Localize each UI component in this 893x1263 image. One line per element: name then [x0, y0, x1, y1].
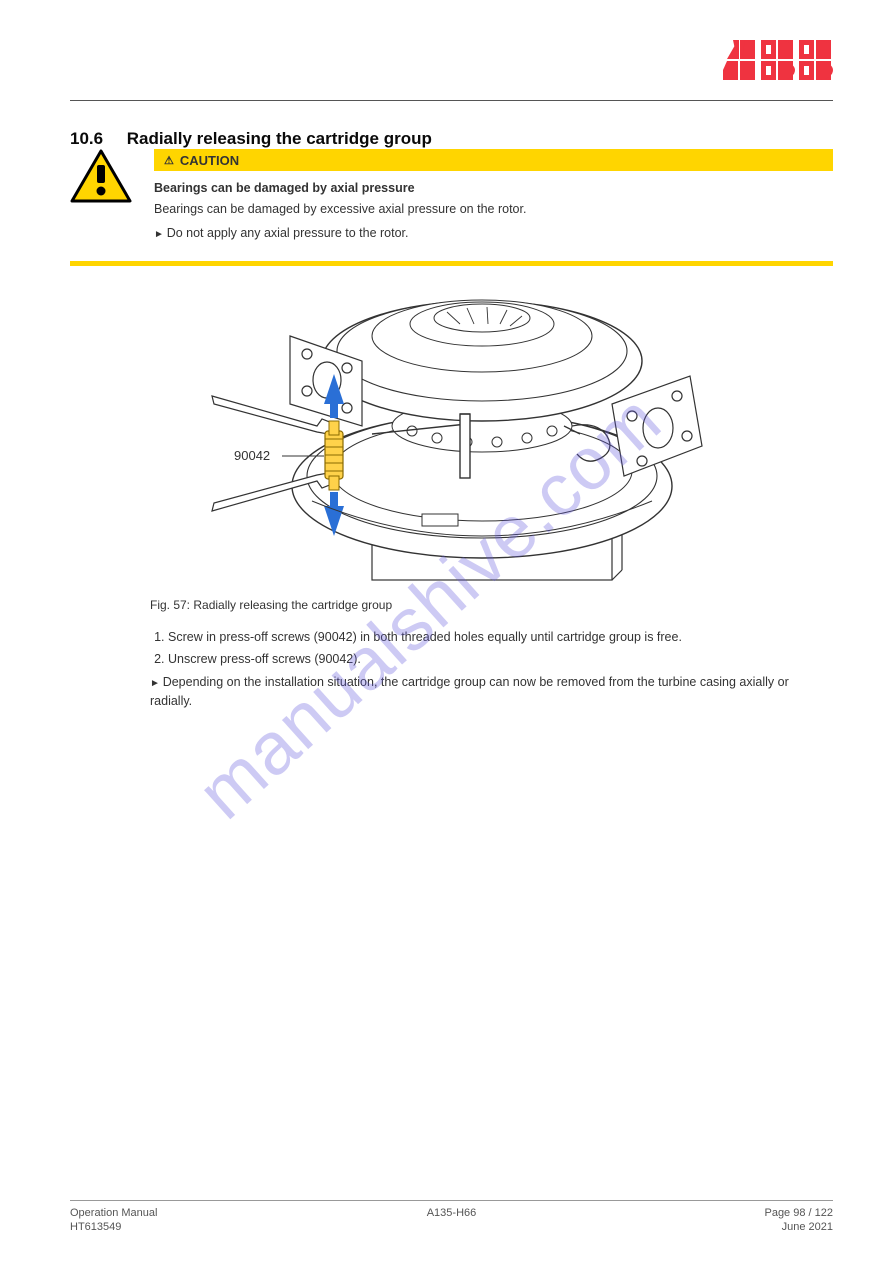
footer-left: Operation Manual HT613549	[70, 1207, 322, 1233]
footer-right: Page 98 / 122 June 2021	[581, 1207, 833, 1233]
caution-bottom-bar	[70, 261, 833, 266]
caution-bar: ⚠ CAUTION	[154, 149, 833, 171]
footer-left-line1: Operation Manual	[70, 1207, 322, 1219]
divider-top	[70, 100, 833, 101]
footer-left-line2: HT613549	[70, 1221, 322, 1233]
section-number: 10.6	[70, 129, 103, 148]
steps: Screw in press-off screws (90042) in bot…	[70, 628, 833, 712]
step-bullet: Depending on the installation situation,…	[150, 673, 833, 712]
footer-right-line1: Page 98 / 122	[581, 1207, 833, 1219]
caution-label: CAUTION	[180, 153, 239, 168]
figure-caption-prefix: Fig. 57:	[150, 598, 190, 612]
section-heading: Radially releasing the cartridge group	[127, 129, 432, 148]
figure-caption: Fig. 57: Radially releasing the cartridg…	[70, 598, 833, 612]
abb-logo	[723, 40, 833, 82]
step-1: Screw in press-off screws (90042) in bot…	[168, 628, 833, 647]
caution-block: ⚠ CAUTION Bearings can be damaged by axi…	[70, 149, 833, 253]
footer-right-line2: June 2021	[581, 1221, 833, 1233]
header	[70, 40, 833, 82]
footer-center-line1: A135-H66	[326, 1207, 578, 1219]
figure-callout-label: 90042	[234, 448, 270, 463]
footer-center: A135-H66	[326, 1207, 578, 1233]
caution-description: Bearings can be damaged by excessive axi…	[154, 200, 825, 218]
warning-icon	[70, 149, 132, 205]
figure-caption-text: Radially releasing the cartridge group	[193, 598, 392, 612]
caution-mini-icon: ⚠	[164, 154, 174, 167]
caution-body: Bearings can be damaged by axial pressur…	[154, 171, 833, 253]
footer: Operation Manual HT613549 A135-H66 Page …	[70, 1200, 833, 1233]
figure: 90042	[70, 276, 833, 586]
caution-bullet: Do not apply any axial pressure to the r…	[154, 224, 825, 243]
section-title: 10.6 Radially releasing the cartridge gr…	[70, 129, 833, 149]
step-2: Unscrew press-off screws (90042).	[168, 650, 833, 669]
caution-heading: Bearings can be damaged by axial pressur…	[154, 179, 825, 197]
